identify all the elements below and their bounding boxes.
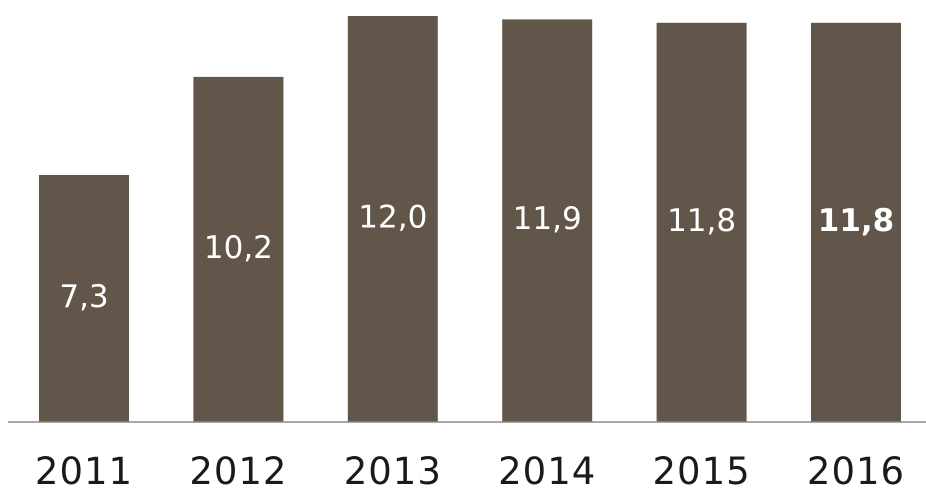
x-tick-label-2015: 2015 (653, 450, 751, 491)
value-label-2013: 12,0 (358, 200, 427, 236)
x-tick-label-2011: 2011 (35, 450, 133, 491)
bar-2014 (502, 19, 593, 423)
value-label-2016: 11,8 (818, 203, 895, 239)
bar-2013 (347, 16, 438, 422)
x-tick-label-2014: 2014 (498, 450, 596, 491)
bar-2015 (656, 22, 747, 423)
x-tick-label-2013: 2013 (344, 450, 442, 491)
bar-2012 (193, 76, 284, 423)
x-tick-label-2016: 2016 (807, 450, 905, 491)
value-label-2014: 11,9 (513, 201, 582, 237)
bar-2011 (39, 175, 129, 422)
value-label-2011: 7,3 (59, 279, 108, 315)
bar-2016 (811, 22, 901, 423)
value-labels-group: 7,3 10,2 12,0 11,9 11,8 11,8 (59, 200, 894, 316)
value-label-2015: 11,8 (667, 203, 736, 239)
x-tick-labels-group: 2011 2012 2013 2014 2015 2016 (35, 450, 905, 491)
value-label-2012: 10,2 (204, 230, 273, 266)
bars-group (39, 16, 901, 423)
x-tick-label-2012: 2012 (189, 450, 287, 491)
